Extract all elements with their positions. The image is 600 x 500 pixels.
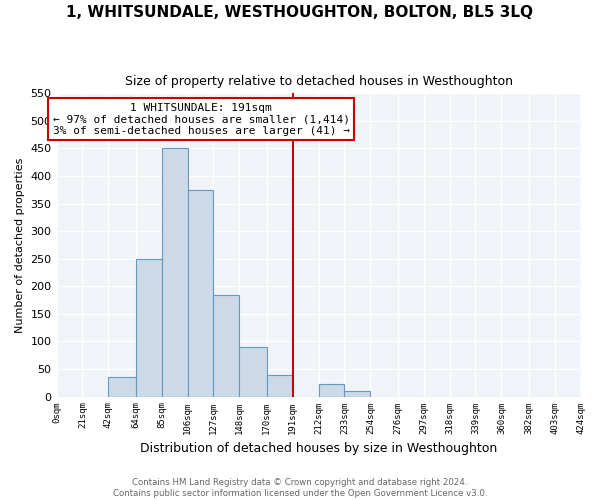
- Bar: [239, 347, 266, 397]
- Text: 1 WHITSUNDALE: 191sqm
← 97% of detached houses are smaller (1,414)
3% of semi-de: 1 WHITSUNDALE: 191sqm ← 97% of detached …: [53, 102, 350, 136]
- Bar: [109, 378, 136, 396]
- Y-axis label: Number of detached properties: Number of detached properties: [15, 158, 25, 332]
- Bar: [214, 294, 239, 396]
- Text: 1, WHITSUNDALE, WESTHOUGHTON, BOLTON, BL5 3LQ: 1, WHITSUNDALE, WESTHOUGHTON, BOLTON, BL…: [67, 5, 533, 20]
- Text: Contains HM Land Registry data © Crown copyright and database right 2024.
Contai: Contains HM Land Registry data © Crown c…: [113, 478, 487, 498]
- Bar: [266, 374, 293, 396]
- Bar: [161, 148, 188, 396]
- Bar: [344, 391, 370, 396]
- Bar: [188, 190, 214, 396]
- Bar: [319, 384, 344, 396]
- X-axis label: Distribution of detached houses by size in Westhoughton: Distribution of detached houses by size …: [140, 442, 497, 455]
- Title: Size of property relative to detached houses in Westhoughton: Size of property relative to detached ho…: [125, 75, 512, 88]
- Bar: [136, 258, 161, 396]
